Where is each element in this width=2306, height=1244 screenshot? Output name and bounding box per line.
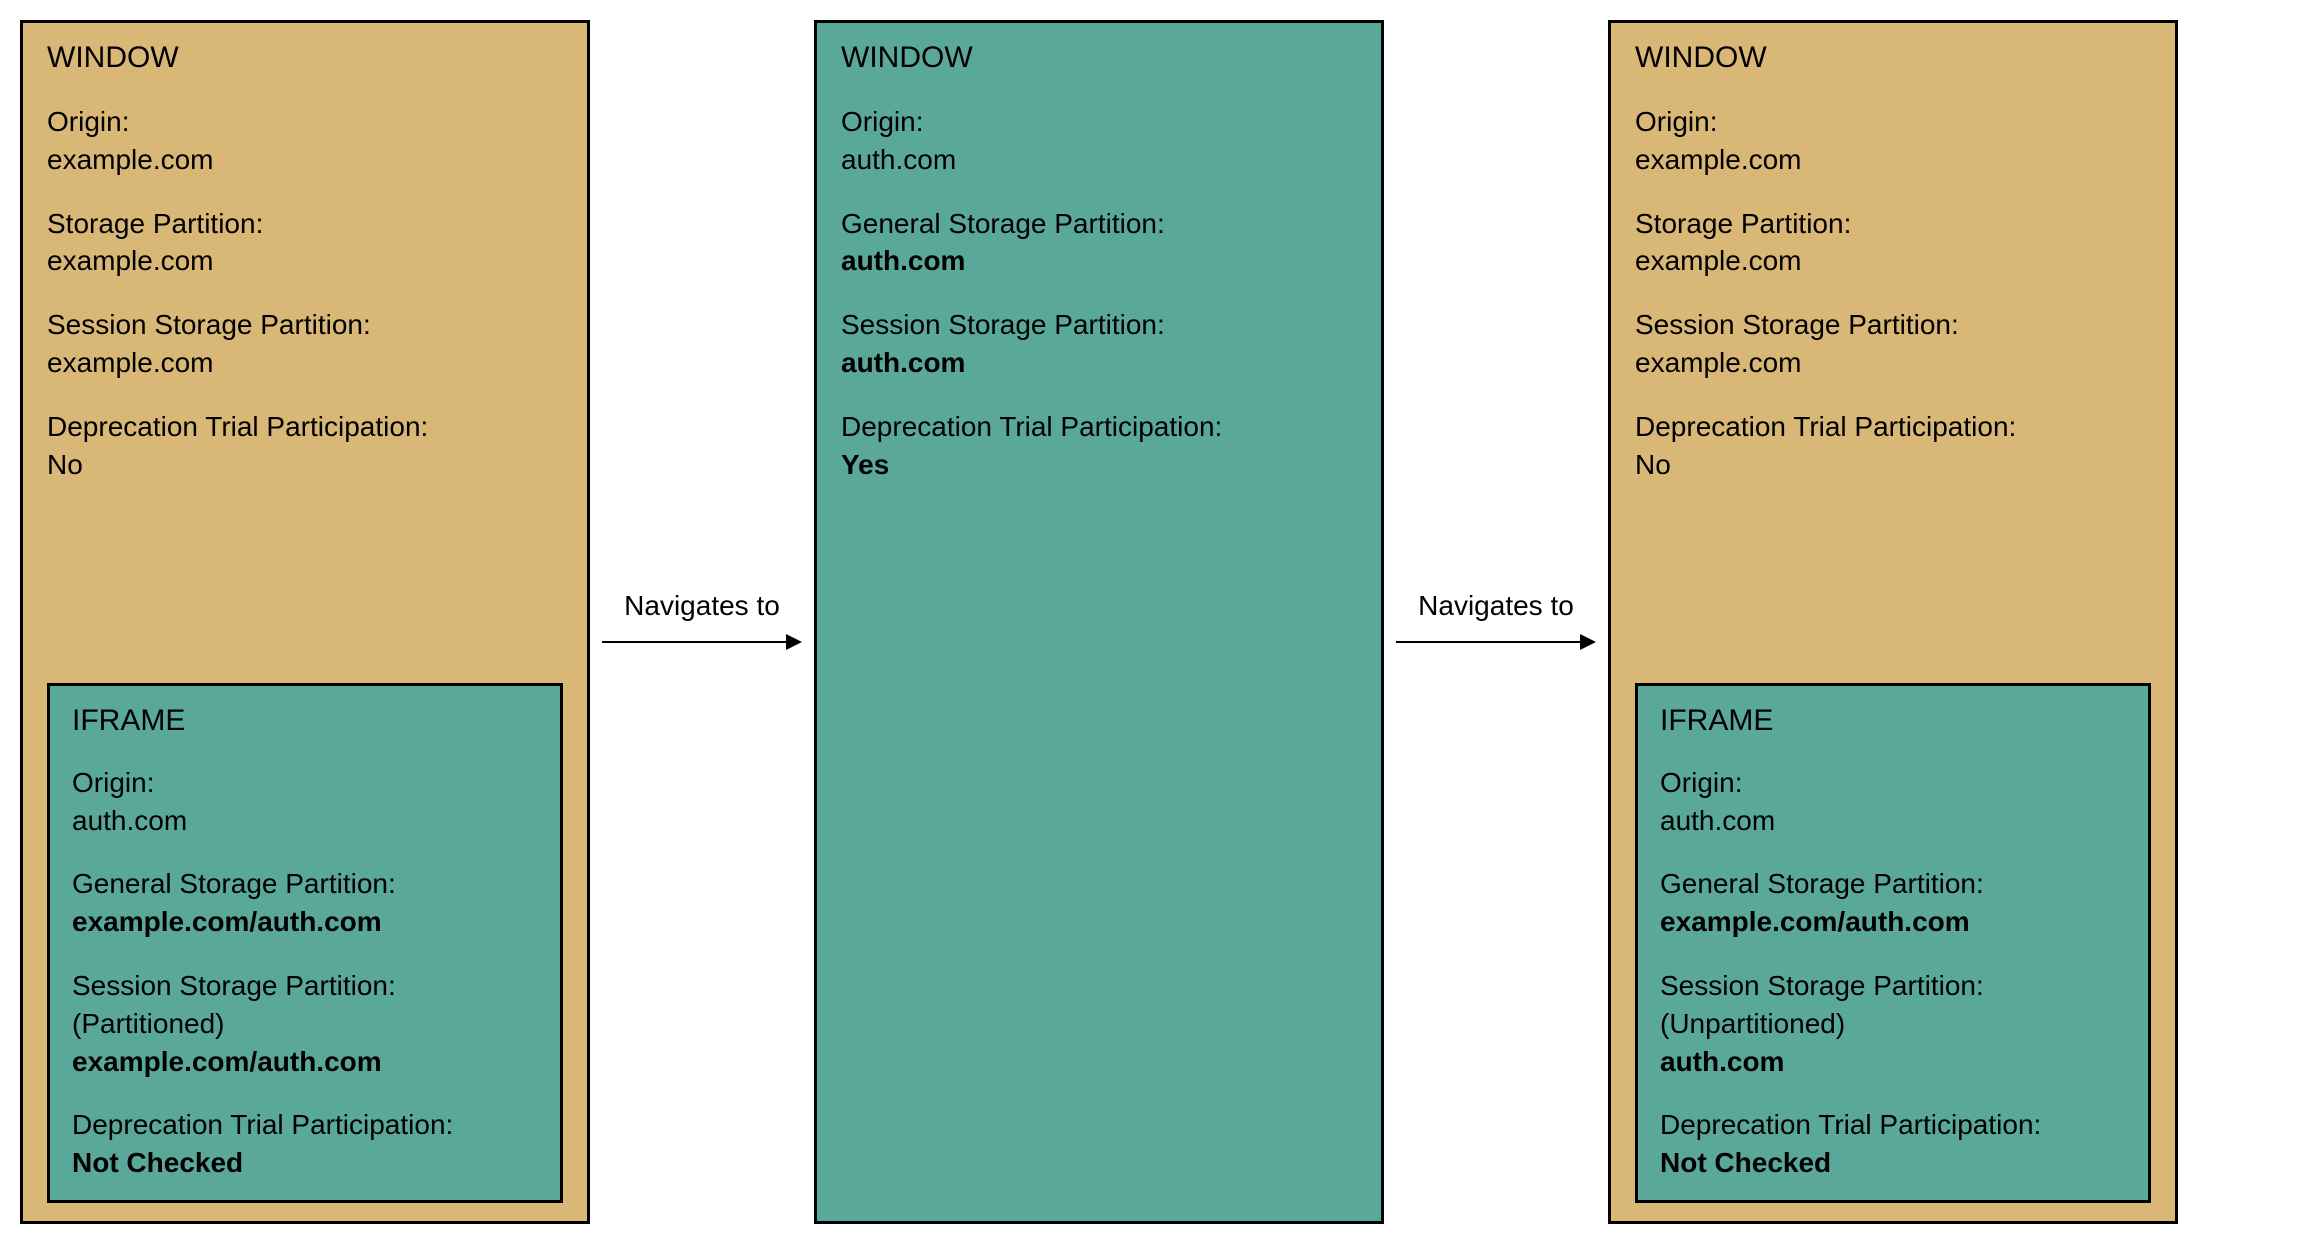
- field-value: example.com: [47, 141, 563, 179]
- window-3-iframe: IFRAME Origin: auth.com General Storage …: [1635, 683, 2151, 1203]
- field-value: example.com: [1635, 242, 2151, 280]
- iframe-3-field-general: General Storage Partition: example.com/a…: [1660, 865, 2126, 941]
- window-1-body: Origin: example.com Storage Partition: e…: [47, 103, 563, 483]
- iframe-3-field-session: Session Storage Partition: (Unpartitione…: [1660, 967, 2126, 1080]
- field-label: Origin:: [47, 103, 563, 141]
- arrow-2: Navigates to: [1384, 590, 1608, 654]
- field-value: example.com: [47, 344, 563, 382]
- field-value: auth.com: [72, 802, 538, 840]
- iframe-3-field-origin: Origin: auth.com: [1660, 764, 2126, 840]
- field-value: example.com: [1635, 344, 2151, 382]
- field-label: General Storage Partition:: [72, 865, 538, 903]
- arrow-2-label: Navigates to: [1418, 590, 1574, 622]
- iframe-1-field-deprecation: Deprecation Trial Participation: Not Che…: [72, 1106, 538, 1182]
- field-value: Not Checked: [1660, 1144, 2126, 1182]
- field-label: Deprecation Trial Participation:: [841, 408, 1357, 446]
- field-label: Origin:: [72, 764, 538, 802]
- window-2-field-general: General Storage Partition: auth.com: [841, 205, 1357, 281]
- iframe-1-title: IFRAME: [72, 704, 538, 738]
- field-label: Deprecation Trial Participation:: [47, 408, 563, 446]
- field-value: Yes: [841, 446, 1357, 484]
- window-1-field-deprecation: Deprecation Trial Participation: No: [47, 408, 563, 484]
- field-value: example.com/auth.com: [1660, 903, 2126, 941]
- window-2-field-deprecation: Deprecation Trial Participation: Yes: [841, 408, 1357, 484]
- window-2-title: WINDOW: [841, 41, 1357, 75]
- window-1-iframe: IFRAME Origin: auth.com General Storage …: [47, 683, 563, 1203]
- field-note: (Unpartitioned): [1660, 1005, 2126, 1043]
- field-value: example.com: [1635, 141, 2151, 179]
- arrow-1-label: Navigates to: [624, 590, 780, 622]
- field-value: auth.com: [841, 344, 1357, 382]
- field-label: Session Storage Partition:: [1660, 967, 2126, 1005]
- field-value: auth.com: [1660, 802, 2126, 840]
- window-3-body: Origin: example.com Storage Partition: e…: [1635, 103, 2151, 483]
- arrow-1-line: [602, 630, 802, 654]
- field-label: Origin:: [841, 103, 1357, 141]
- window-3-title: WINDOW: [1635, 41, 2151, 75]
- window-box-1: WINDOW Origin: example.com Storage Parti…: [20, 20, 590, 1224]
- field-label: Session Storage Partition:: [1635, 306, 2151, 344]
- field-label: Origin:: [1660, 764, 2126, 802]
- field-value: No: [1635, 446, 2151, 484]
- field-label: Storage Partition:: [1635, 205, 2151, 243]
- field-value: No: [47, 446, 563, 484]
- field-label: Deprecation Trial Participation:: [1635, 408, 2151, 446]
- field-value: Not Checked: [72, 1144, 538, 1182]
- field-value: example.com/auth.com: [72, 903, 538, 941]
- field-value: example.com/auth.com: [72, 1043, 538, 1081]
- iframe-1-field-session: Session Storage Partition: (Partitioned)…: [72, 967, 538, 1080]
- field-label: Session Storage Partition:: [841, 306, 1357, 344]
- arrow-right-icon: [1396, 630, 1596, 654]
- window-2-body: Origin: auth.com General Storage Partiti…: [841, 103, 1357, 483]
- iframe-1-field-origin: Origin: auth.com: [72, 764, 538, 840]
- iframe-1-field-general: General Storage Partition: example.com/a…: [72, 865, 538, 941]
- window-box-2: WINDOW Origin: auth.com General Storage …: [814, 20, 1384, 1224]
- window-1-title: WINDOW: [47, 41, 563, 75]
- window-1-field-storage: Storage Partition: example.com: [47, 205, 563, 281]
- window-3-field-storage: Storage Partition: example.com: [1635, 205, 2151, 281]
- field-value: auth.com: [1660, 1043, 2126, 1081]
- iframe-3-field-deprecation: Deprecation Trial Participation: Not Che…: [1660, 1106, 2126, 1182]
- window-3-field-session: Session Storage Partition: example.com: [1635, 306, 2151, 382]
- window-3-field-origin: Origin: example.com: [1635, 103, 2151, 179]
- arrow-1: Navigates to: [590, 590, 814, 654]
- field-label: Session Storage Partition:: [47, 306, 563, 344]
- window-1-field-origin: Origin: example.com: [47, 103, 563, 179]
- field-label: General Storage Partition:: [1660, 865, 2126, 903]
- iframe-3-title: IFRAME: [1660, 704, 2126, 738]
- field-label: General Storage Partition:: [841, 205, 1357, 243]
- field-value: auth.com: [841, 141, 1357, 179]
- window-3-field-deprecation: Deprecation Trial Participation: No: [1635, 408, 2151, 484]
- field-note: (Partitioned): [72, 1005, 538, 1043]
- arrow-2-line: [1396, 630, 1596, 654]
- field-value: example.com: [47, 242, 563, 280]
- arrow-right-icon: [602, 630, 802, 654]
- window-box-3: WINDOW Origin: example.com Storage Parti…: [1608, 20, 2178, 1224]
- field-label: Session Storage Partition:: [72, 967, 538, 1005]
- field-label: Deprecation Trial Participation:: [72, 1106, 538, 1144]
- window-1-field-session: Session Storage Partition: example.com: [47, 306, 563, 382]
- field-label: Storage Partition:: [47, 205, 563, 243]
- field-value: auth.com: [841, 242, 1357, 280]
- field-label: Origin:: [1635, 103, 2151, 141]
- diagram-root: WINDOW Origin: example.com Storage Parti…: [20, 20, 2286, 1224]
- field-label: Deprecation Trial Participation:: [1660, 1106, 2126, 1144]
- window-2-field-session: Session Storage Partition: auth.com: [841, 306, 1357, 382]
- window-2-field-origin: Origin: auth.com: [841, 103, 1357, 179]
